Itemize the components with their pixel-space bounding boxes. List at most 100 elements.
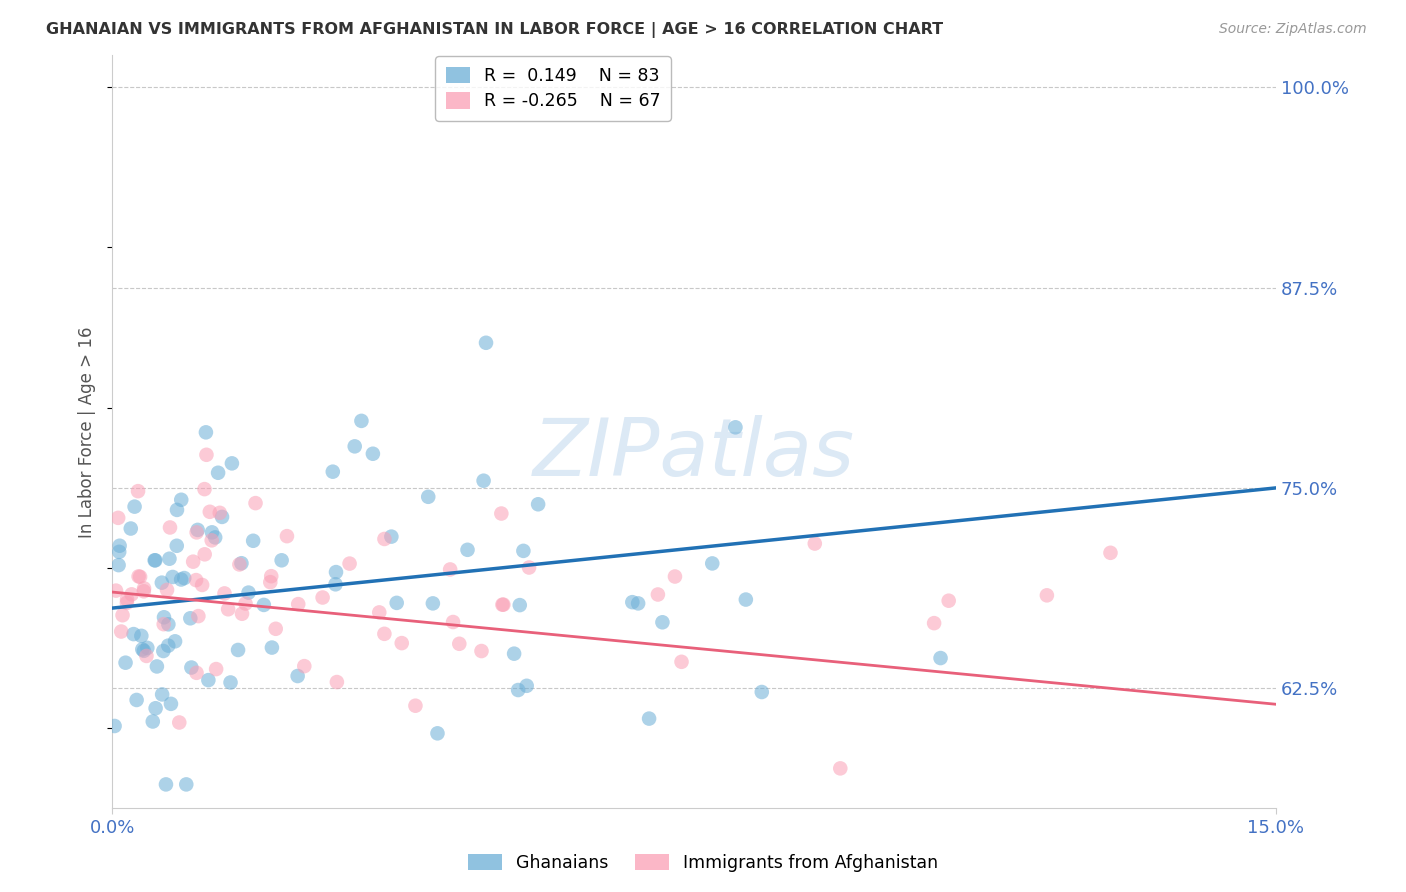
Point xyxy=(132,644,155,658)
Point xyxy=(627,596,650,610)
Point xyxy=(165,634,187,648)
Point xyxy=(527,497,550,511)
Point xyxy=(226,643,249,657)
Point xyxy=(621,595,644,609)
Point xyxy=(253,598,276,612)
Point xyxy=(449,637,471,651)
Point xyxy=(193,482,215,496)
Point xyxy=(517,560,540,574)
Point xyxy=(131,629,153,643)
Text: GHANAIAN VS IMMIGRANTS FROM AFGHANISTAN IN LABOR FORCE | AGE > 16 CORRELATION CH: GHANAIAN VS IMMIGRANTS FROM AFGHANISTAN … xyxy=(46,22,943,38)
Point xyxy=(339,557,361,571)
Point xyxy=(264,622,287,636)
Point xyxy=(194,425,217,440)
Point xyxy=(242,533,264,548)
Y-axis label: In Labor Force | Age > 16: In Labor Force | Age > 16 xyxy=(79,326,96,538)
Point xyxy=(260,569,283,583)
Point xyxy=(287,597,309,611)
Point xyxy=(197,673,219,687)
Point xyxy=(491,598,513,612)
Point xyxy=(191,578,214,592)
Point xyxy=(187,609,209,624)
Point xyxy=(325,565,347,579)
Point xyxy=(166,503,188,517)
Point xyxy=(179,611,201,625)
Point xyxy=(184,573,207,587)
Point xyxy=(132,584,155,599)
Point xyxy=(124,500,146,514)
Point xyxy=(150,688,173,702)
Point xyxy=(503,647,526,661)
Point xyxy=(1036,588,1059,602)
Point xyxy=(325,577,347,591)
Point xyxy=(110,624,132,639)
Point xyxy=(120,522,142,536)
Point xyxy=(170,492,193,507)
Point xyxy=(470,644,492,658)
Point xyxy=(166,539,188,553)
Point xyxy=(245,496,267,510)
Point xyxy=(404,698,426,713)
Point xyxy=(152,617,174,632)
Point xyxy=(159,520,181,534)
Point xyxy=(156,582,179,597)
Point xyxy=(651,615,673,630)
Point xyxy=(422,596,444,610)
Point xyxy=(671,655,693,669)
Point xyxy=(121,587,143,601)
Point xyxy=(751,685,773,699)
Point xyxy=(211,509,233,524)
Point xyxy=(311,591,333,605)
Legend: R =  0.149    N = 83, R = -0.265    N = 67: R = 0.149 N = 83, R = -0.265 N = 67 xyxy=(434,56,671,120)
Point xyxy=(201,525,224,540)
Point xyxy=(157,639,180,653)
Point xyxy=(426,726,449,740)
Point xyxy=(162,570,184,584)
Point xyxy=(512,544,534,558)
Point xyxy=(146,659,169,673)
Point xyxy=(208,506,231,520)
Point xyxy=(259,575,281,590)
Point xyxy=(830,761,852,775)
Point xyxy=(186,665,208,680)
Point xyxy=(129,570,152,584)
Point xyxy=(472,474,495,488)
Point xyxy=(217,602,239,616)
Point xyxy=(238,585,260,599)
Point xyxy=(128,569,150,583)
Point xyxy=(922,616,945,631)
Point xyxy=(373,532,395,546)
Point xyxy=(516,679,538,693)
Point xyxy=(343,439,366,453)
Point xyxy=(373,627,395,641)
Point xyxy=(181,555,204,569)
Point xyxy=(127,484,149,499)
Point xyxy=(205,662,228,676)
Point xyxy=(350,414,373,428)
Point xyxy=(292,659,315,673)
Point xyxy=(204,530,226,544)
Point xyxy=(107,558,129,573)
Point xyxy=(107,511,129,525)
Point xyxy=(169,715,191,730)
Point xyxy=(160,697,183,711)
Text: Source: ZipAtlas.com: Source: ZipAtlas.com xyxy=(1219,22,1367,37)
Point xyxy=(439,562,461,576)
Point xyxy=(475,335,498,350)
Point xyxy=(180,660,202,674)
Point xyxy=(125,693,148,707)
Point xyxy=(108,539,131,553)
Point xyxy=(385,596,408,610)
Point xyxy=(509,598,531,612)
Point xyxy=(647,587,669,601)
Point xyxy=(664,569,686,583)
Point xyxy=(207,466,229,480)
Point xyxy=(219,675,242,690)
Point xyxy=(174,777,197,791)
Point xyxy=(145,701,167,715)
Point xyxy=(391,636,413,650)
Point xyxy=(194,547,217,561)
Point xyxy=(287,669,309,683)
Point xyxy=(142,714,165,729)
Point xyxy=(326,675,349,690)
